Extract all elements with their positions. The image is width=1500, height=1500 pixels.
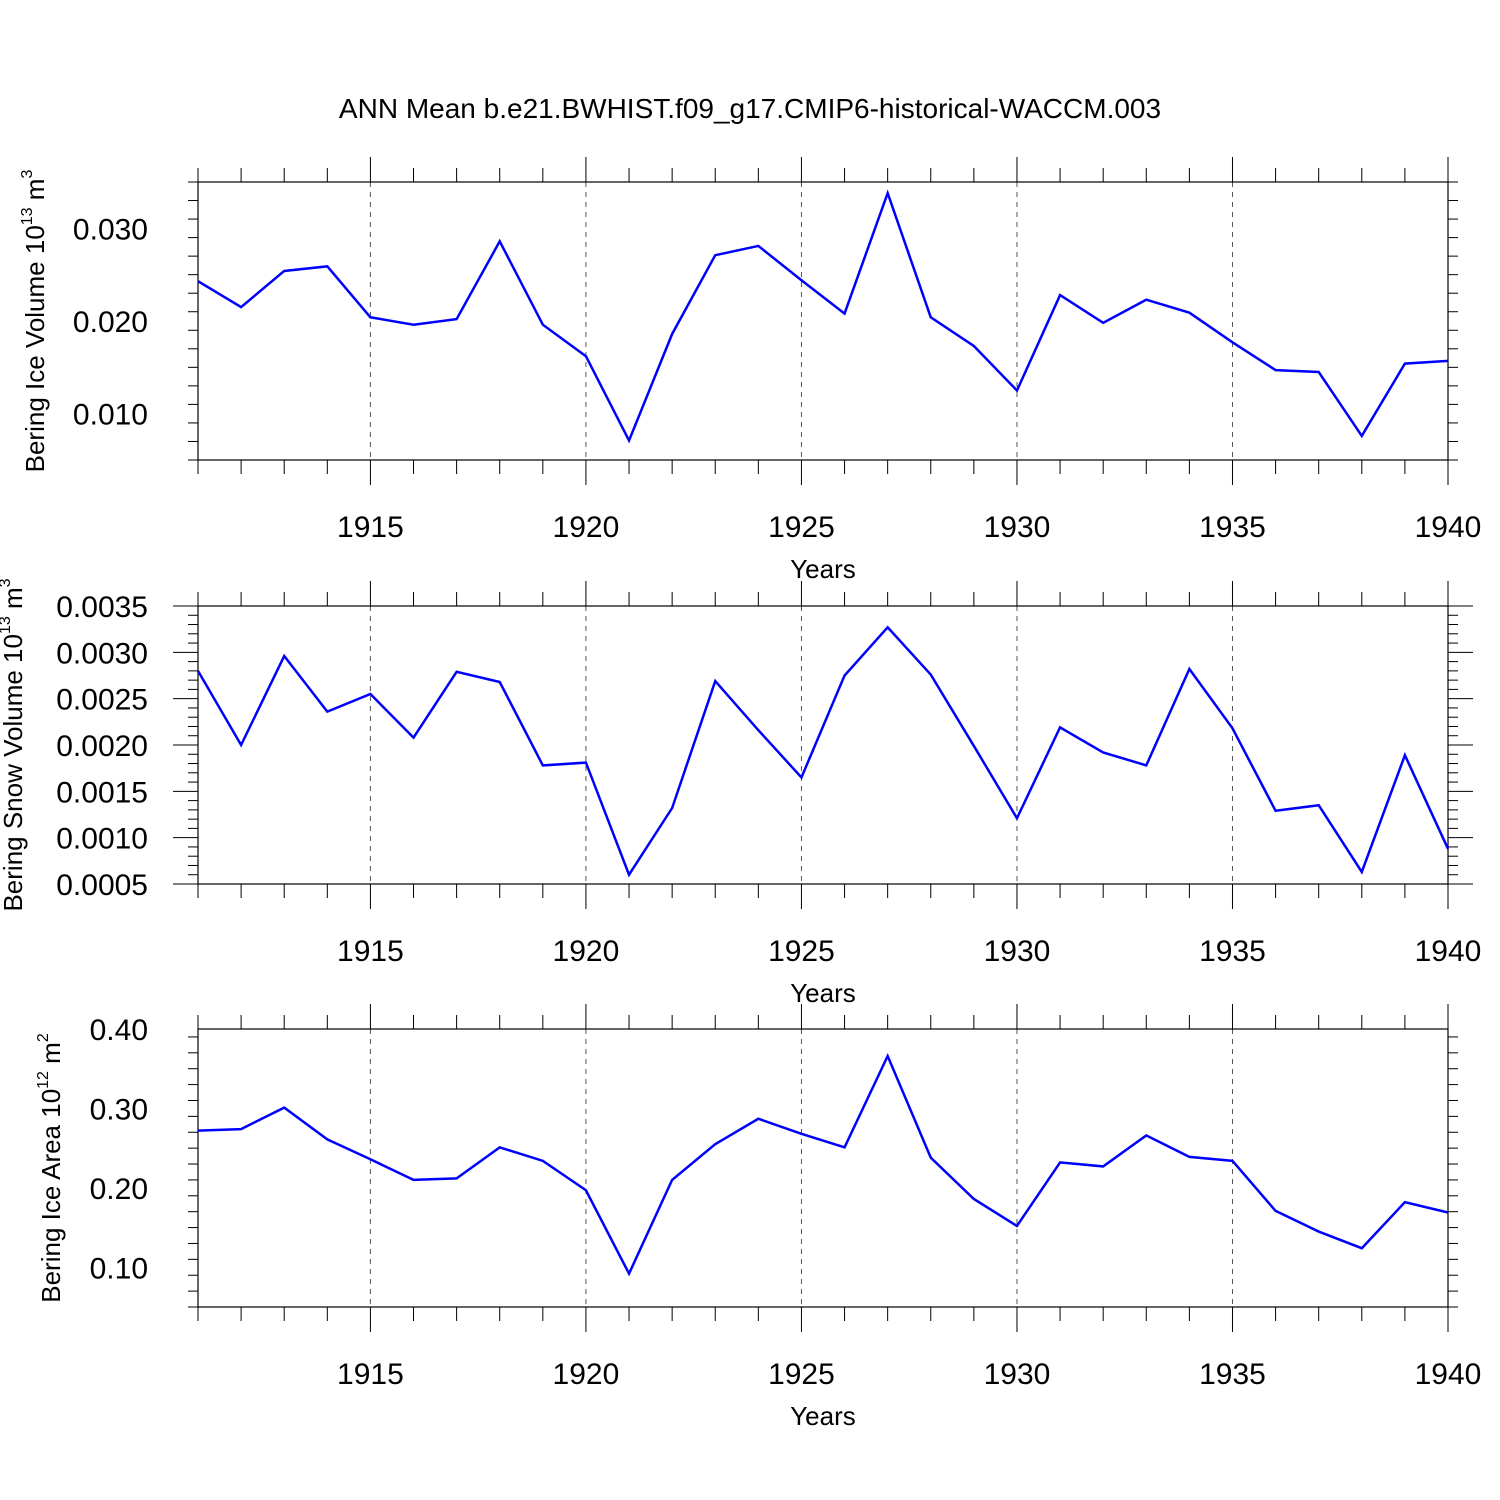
y-tick-label: 0.010: [73, 399, 148, 432]
x-axis-title: Years: [790, 978, 856, 1008]
x-tick-label: 1930: [984, 1358, 1051, 1391]
series-line: [196, 625, 1450, 878]
y-axis-title-exponent: 13: [19, 207, 36, 225]
plot-frame: [197, 181, 1449, 461]
x-tick-label: 1920: [553, 1358, 620, 1391]
y-axis-title-exponent: 12: [35, 1071, 52, 1089]
y-tick-label: 0.020: [73, 306, 148, 339]
chart-title: ANN Mean b.e21.BWHIST.f09_g17.CMIP6-hist…: [339, 93, 1161, 124]
y-axis-title-unit-power: 2: [35, 1033, 52, 1042]
y-axis-title-unit: m: [20, 179, 50, 208]
series-line: [197, 189, 1449, 444]
x-axis-title: Years: [790, 554, 856, 584]
y-axis-title-unit-power: 3: [0, 578, 14, 587]
panels-group: 1915 1920 1925 1930 1935 1940 Years 0.010 0.020 0…: [0, 157, 1481, 1431]
y-tick-label: 0.0015: [56, 776, 148, 809]
y-axis-title: Bering Ice Volume 1013 m3: [19, 170, 50, 473]
x-tick-label: 1930: [984, 935, 1051, 968]
y-tick-label: 0.0025: [56, 684, 148, 717]
x-tick-label: 1915: [337, 511, 404, 544]
y-axis-title-unit: m: [0, 587, 28, 616]
x-tick-label: 1915: [337, 1358, 404, 1391]
y-tick-label: 0.30: [90, 1093, 148, 1126]
series-line: [197, 1052, 1449, 1277]
y-tick-label: 0.0005: [56, 869, 148, 902]
y-tick-label: 0.030: [73, 213, 148, 246]
x-tick-label: 1940: [1415, 1358, 1482, 1391]
x-axis-title: Years: [790, 1401, 856, 1431]
x-tick-label: 1920: [553, 935, 620, 968]
x-tick-label: 1930: [984, 511, 1051, 544]
x-tick-label: 1915: [337, 935, 404, 968]
y-axis-title-unit: m: [36, 1042, 66, 1071]
plot-frame: [197, 1028, 1449, 1308]
y-tick-label: 0.10: [90, 1252, 148, 1285]
plot-frame: [197, 605, 1449, 885]
y-tick-label: 0.0030: [56, 637, 148, 670]
y-axis-title-text: Bering Ice Volume 10: [20, 225, 50, 472]
x-tick-label: 1940: [1415, 935, 1482, 968]
x-tick-label: 1925: [768, 935, 835, 968]
x-tick-label: 1935: [1199, 935, 1266, 968]
y-tick-label: 0.20: [90, 1173, 148, 1206]
y-tick-label: 0.0035: [56, 591, 148, 624]
panel-1: 1915 1920 1925 1930 1935 1940 Years 0.010 0.020 0…: [19, 157, 1481, 584]
x-tick-label: 1935: [1199, 1358, 1266, 1391]
y-axis-title: Bering Ice Area 1012 m2: [35, 1033, 66, 1303]
x-tick-label: 1940: [1415, 511, 1482, 544]
panel-2: 1915 1920 1925 1930 1935 1940 Years 0.0005 0.001…: [0, 578, 1481, 1008]
y-axis-title-text: Bering Ice Area 10: [36, 1089, 66, 1303]
y-axis-title-exponent: 13: [0, 616, 14, 634]
x-tick-label: 1920: [553, 511, 620, 544]
x-tick-label: 1925: [768, 511, 835, 544]
y-tick-label: 0.0020: [56, 730, 148, 763]
y-axis-title-text: Bering Snow Volume 10: [0, 634, 28, 912]
x-tick-label: 1925: [768, 1358, 835, 1391]
x-tick-label: 1935: [1199, 511, 1266, 544]
y-axis-title-unit-power: 3: [19, 170, 36, 179]
y-axis-title: Bering Snow Volume 1013 m3: [0, 578, 28, 911]
panel-3: 1915 1920 1925 1930 1935 1940 Years 0.10 0.20 0.3…: [35, 1004, 1481, 1431]
y-tick-label: 0.40: [90, 1014, 148, 1047]
y-tick-label: 0.0010: [56, 823, 148, 856]
